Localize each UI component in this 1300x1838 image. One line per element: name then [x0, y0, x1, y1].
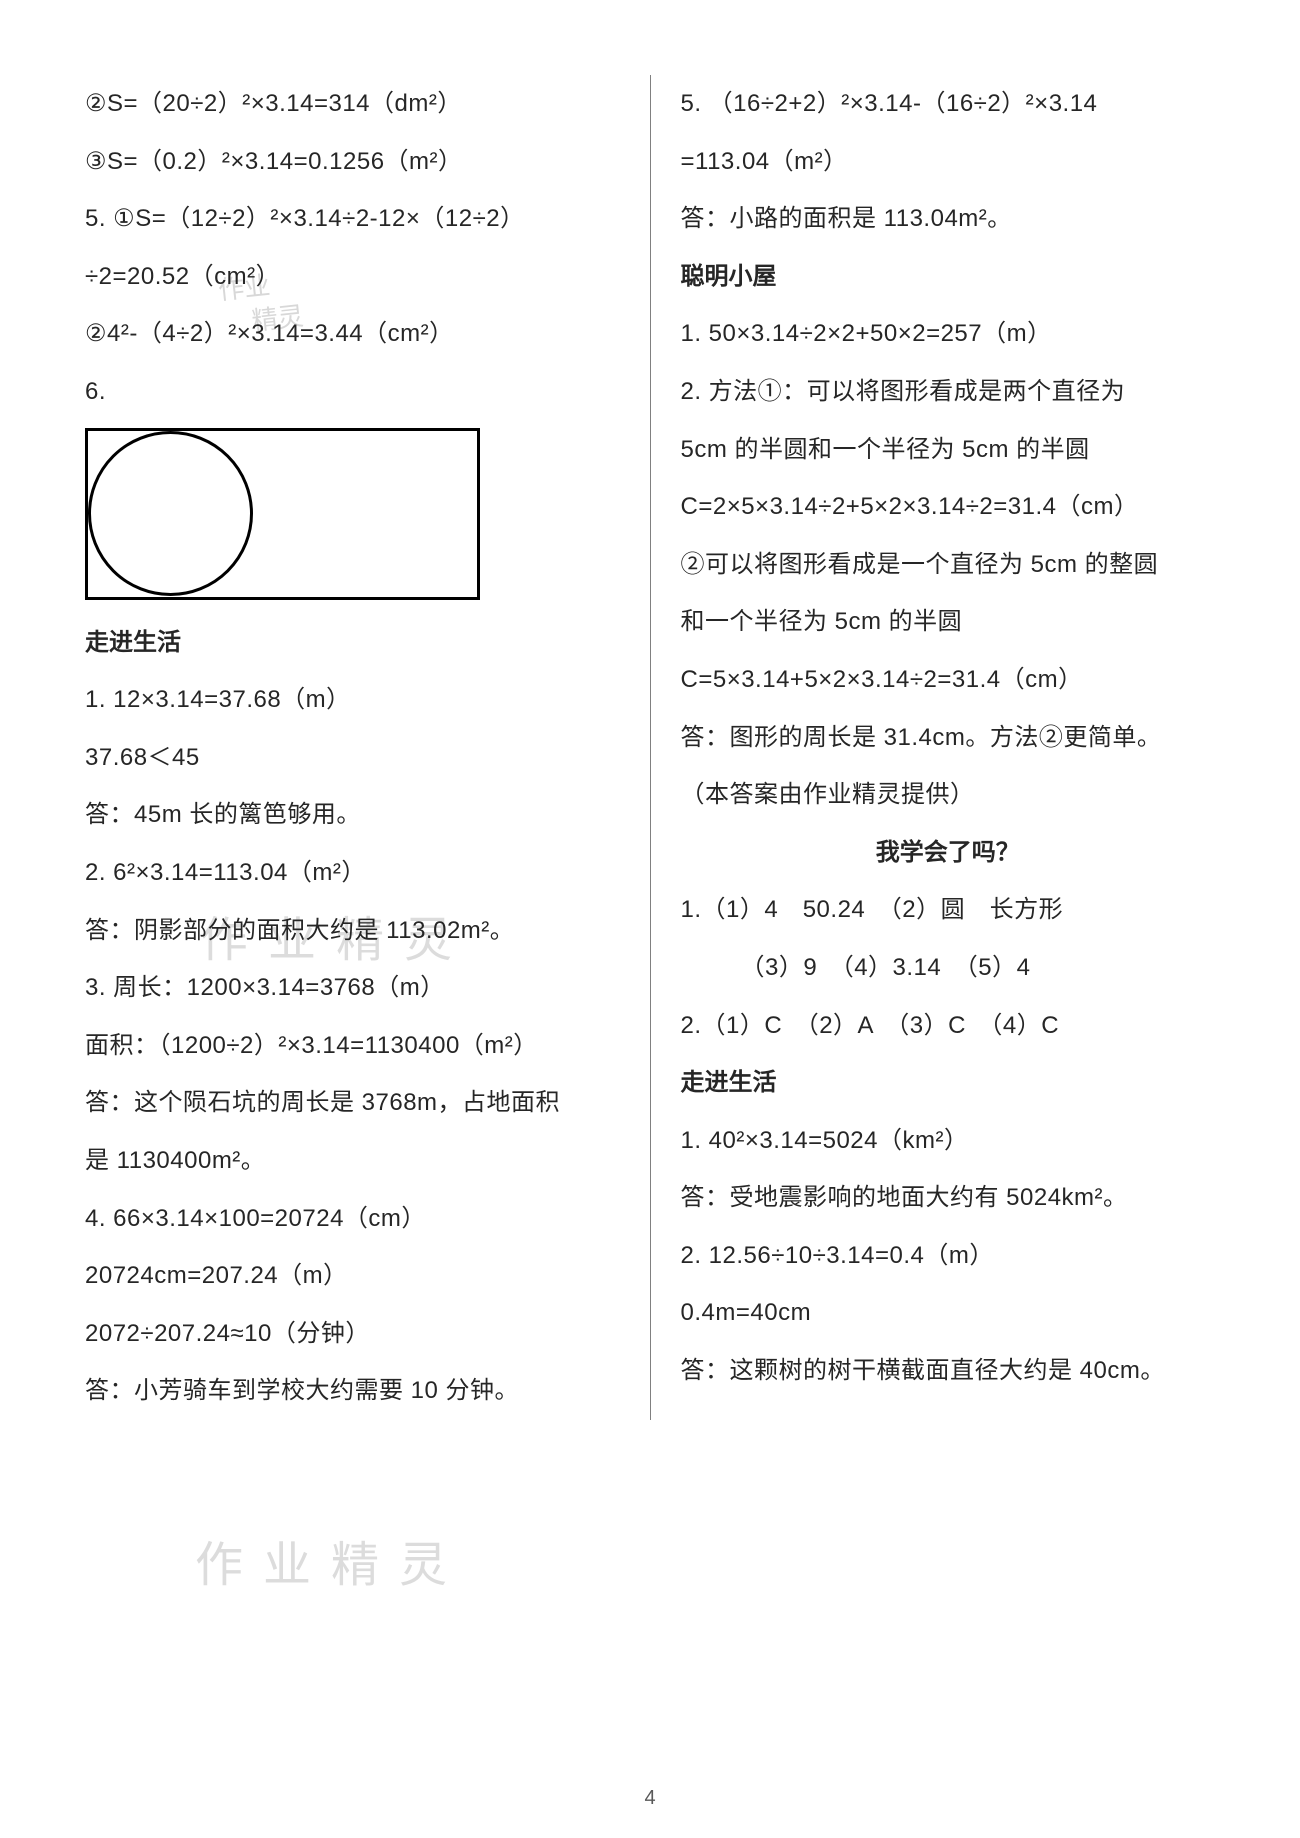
text-line: 4. 66×3.14×100=20724（cm）	[85, 1190, 620, 1248]
text-line: 答：阴影部分的面积大约是 113.02m²。	[85, 902, 620, 960]
text-line: 答：这个陨石坑的周长是 3768m，占地面积	[85, 1074, 620, 1132]
text-line: 6.	[85, 363, 620, 421]
text-line: ÷2=20.52（cm²）	[85, 248, 620, 306]
text-line: 20724cm=207.24（m）	[85, 1247, 620, 1305]
left-column: ②S=（20÷2）²×3.14=314（dm²） ③S=（0.2）²×3.14=…	[85, 75, 651, 1420]
text-line: C=5×3.14+5×2×3.14÷2=31.4（cm）	[681, 651, 1216, 709]
section-heading: 聪明小屋	[681, 248, 1216, 306]
text-line: 2. 12.56÷10÷3.14=0.4（m）	[681, 1227, 1216, 1285]
text-line: 答：图形的周长是 31.4cm。方法②更简单。	[681, 709, 1216, 767]
page-number: 4	[0, 1787, 1300, 1810]
text-line: （本答案由作业精灵提供）	[681, 766, 1216, 824]
text-line: 答：这颗树的树干横截面直径大约是 40cm。	[681, 1342, 1216, 1400]
text-line: 2.（1）C （2）A （3）C （4）C	[681, 997, 1216, 1055]
text-line: 答：受地震影响的地面大约有 5024km²。	[681, 1169, 1216, 1227]
rectangle-diagram	[85, 428, 480, 600]
section-heading: 我学会了吗？	[681, 824, 1216, 882]
page-content: ②S=（20÷2）²×3.14=314（dm²） ③S=（0.2）²×3.14=…	[0, 0, 1300, 1450]
section-heading: 走进生活	[681, 1054, 1216, 1112]
text-line: 面积：（1200÷2）²×3.14=1130400（m²）	[85, 1017, 620, 1075]
text-line: 1.（1）4 50.24 （2）圆 长方形	[681, 881, 1216, 939]
text-line: 0.4m=40cm	[681, 1284, 1216, 1342]
text-line: 5. ①S=（12÷2）²×3.14÷2-12×（12÷2）	[85, 190, 620, 248]
text-line: 2072÷207.24≈10（分钟）	[85, 1305, 620, 1363]
text-line: ③S=（0.2）²×3.14=0.1256（m²）	[85, 133, 620, 191]
text-line: 答：45m 长的篱笆够用。	[85, 786, 620, 844]
text-line: 3. 周长：1200×3.14=3768（m）	[85, 959, 620, 1017]
text-line: =113.04（m²）	[681, 133, 1216, 191]
text-line: ②S=（20÷2）²×3.14=314（dm²）	[85, 75, 620, 133]
text-line: 答：小路的面积是 113.04m²。	[681, 190, 1216, 248]
text-line: 是 1130400m²。	[85, 1132, 620, 1190]
text-line: 5. （16÷2+2）²×3.14-（16÷2）²×3.14	[681, 75, 1216, 133]
section-heading: 走进生活	[85, 614, 620, 672]
text-line: 2. 方法①：可以将图形看成是两个直径为	[681, 363, 1216, 421]
text-line: 答：小芳骑车到学校大约需要 10 分钟。	[85, 1362, 620, 1420]
text-line: ②可以将图形看成是一个直径为 5cm 的整圆	[681, 536, 1216, 594]
text-line: 1. 12×3.14=37.68（m）	[85, 671, 620, 729]
text-line: ②4²-（4÷2）²×3.14=3.44（cm²）	[85, 305, 620, 363]
text-line: 1. 40²×3.14=5024（km²）	[681, 1112, 1216, 1170]
text-line: C=2×5×3.14÷2+5×2×3.14÷2=31.4（cm）	[681, 478, 1216, 536]
text-line: 2. 6²×3.14=113.04（m²）	[85, 844, 620, 902]
right-column: 5. （16÷2+2）²×3.14-（16÷2）²×3.14 =113.04（m…	[651, 75, 1216, 1420]
circle-shape	[88, 431, 253, 596]
watermark-bottom: 作业精灵	[195, 1525, 467, 1595]
text-line: 5cm 的半圆和一个半径为 5cm 的半圆	[681, 421, 1216, 479]
text-line: （3）9 （4）3.14 （5）4	[681, 939, 1216, 997]
text-line: 1. 50×3.14÷2×2+50×2=257（m）	[681, 305, 1216, 363]
text-line: 37.68＜45	[85, 729, 620, 787]
text-line: 和一个半径为 5cm 的半圆	[681, 593, 1216, 651]
